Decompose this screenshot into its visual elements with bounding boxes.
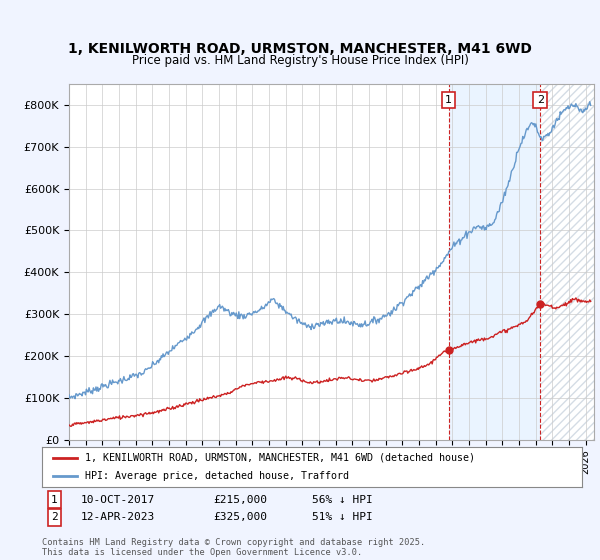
Text: 2: 2 (51, 512, 58, 522)
Bar (541, 84, 594, 440)
Text: Contains HM Land Registry data © Crown copyright and database right 2025.
This d: Contains HM Land Registry data © Crown c… (42, 538, 425, 557)
Text: 10-OCT-2017: 10-OCT-2017 (81, 494, 155, 505)
Text: 56% ↓ HPI: 56% ↓ HPI (312, 494, 373, 505)
Text: £215,000: £215,000 (213, 494, 267, 505)
Text: Price paid vs. HM Land Registry's House Price Index (HPI): Price paid vs. HM Land Registry's House … (131, 54, 469, 67)
Text: 1, KENILWORTH ROAD, URMSTON, MANCHESTER, M41 6WD (detached house): 1, KENILWORTH ROAD, URMSTON, MANCHESTER,… (85, 453, 475, 463)
Text: 1: 1 (51, 494, 58, 505)
Text: £325,000: £325,000 (213, 512, 267, 522)
Text: 2: 2 (537, 95, 544, 105)
Text: 1: 1 (445, 95, 452, 105)
Text: 1, KENILWORTH ROAD, URMSTON, MANCHESTER, M41 6WD: 1, KENILWORTH ROAD, URMSTON, MANCHESTER,… (68, 42, 532, 56)
Bar (449, 84, 541, 440)
Text: 12-APR-2023: 12-APR-2023 (81, 512, 155, 522)
Text: 51% ↓ HPI: 51% ↓ HPI (312, 512, 373, 522)
Text: HPI: Average price, detached house, Trafford: HPI: Average price, detached house, Traf… (85, 472, 349, 481)
